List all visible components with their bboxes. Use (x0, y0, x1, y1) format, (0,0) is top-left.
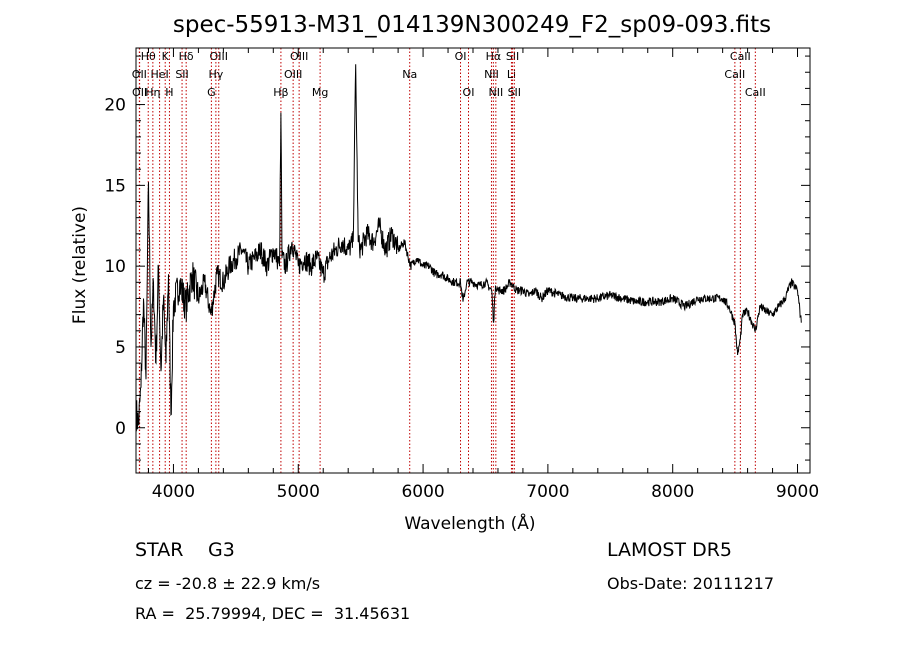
x-tick-label: 6000 (401, 482, 444, 502)
spectral-line-label: Hα (486, 50, 502, 63)
spectral-line-label: HeI (150, 68, 168, 81)
x-axis-label: Wavelength (Å) (404, 512, 535, 534)
y-tick-label: 15 (104, 176, 126, 196)
spectral-line-label: Li (507, 68, 516, 81)
spectral-line-label: OIII (284, 68, 302, 81)
spectral-line-label: SII (506, 50, 519, 63)
y-tick-label: 0 (115, 419, 126, 439)
spectral-line-label: Hβ (273, 86, 288, 99)
spectral-line-label: G (207, 86, 216, 99)
spectral-line-label: SII (175, 68, 188, 81)
obs-date: Obs-Date: 20111217 (607, 574, 775, 593)
x-tick-label: 5000 (277, 482, 320, 502)
ra-dec: RA = 25.79994, DEC = 31.45631 (135, 604, 411, 623)
spectral-line-label: H (165, 86, 173, 99)
x-tick-label: 8000 (651, 482, 694, 502)
spectral-line-label: Hθ (141, 50, 156, 63)
spectral-line-label: OIII (210, 50, 228, 63)
survey-name: LAMOST DR5 (607, 539, 732, 561)
object-subclass: G3 (208, 539, 235, 561)
spectral-line-label: CaII (745, 86, 766, 99)
spectral-line-label: Hδ (179, 50, 194, 63)
spectral-line-label: OIII (290, 50, 308, 63)
spectral-line-label: Mg (312, 86, 328, 99)
spectral-line-label: OI (463, 86, 475, 99)
spectrum-series-line (135, 64, 802, 432)
spectral-line-label: OI (455, 50, 467, 63)
spectral-line-label: CaII (724, 68, 745, 81)
x-tick-label: 7000 (526, 482, 569, 502)
spectrum-chart: spec-55913-M31_014139N300249_F2_sp09-093… (70, 12, 819, 534)
x-tick-label: 9000 (776, 482, 819, 502)
spectral-line-label: SII (508, 86, 521, 99)
spectral-line-label: Hγ (208, 68, 223, 81)
spectral-line-label: Hη (145, 86, 160, 99)
spectral-line-label: NII (484, 68, 499, 81)
spectral-line-label: Na (402, 68, 417, 81)
y-axis-label: Flux (relative) (70, 206, 90, 324)
spectral-line-label: NII (488, 86, 503, 99)
x-tick-label: 4000 (152, 482, 195, 502)
spectral-line-label: K (162, 50, 170, 63)
y-tick-label: 5 (115, 338, 126, 358)
y-tick-label: 10 (104, 257, 126, 277)
object-class: STAR (135, 539, 184, 561)
chart-title: spec-55913-M31_014139N300249_F2_sp09-093… (173, 12, 771, 38)
redshift-cz: cz = -20.8 ± 22.9 km/s (135, 574, 321, 593)
y-tick-label: 20 (104, 96, 126, 116)
